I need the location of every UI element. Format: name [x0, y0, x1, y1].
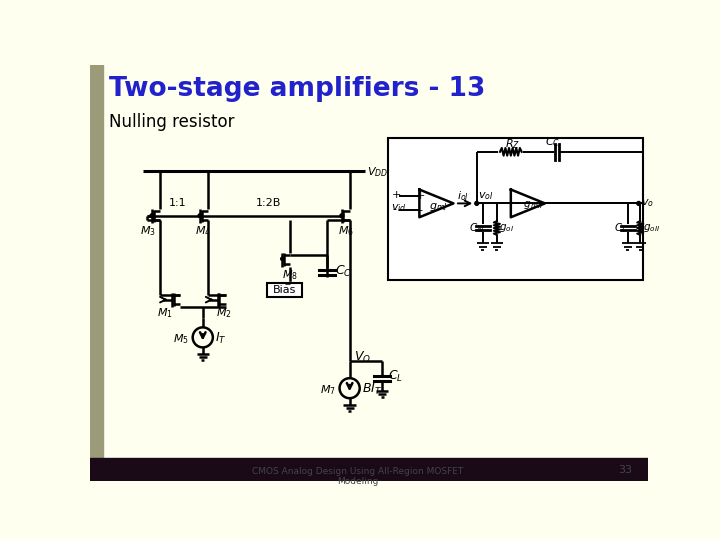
Text: $M_4$: $M_4$	[194, 224, 211, 238]
Text: +: +	[392, 190, 402, 200]
Text: $C_{oI}$: $C_{oI}$	[469, 221, 485, 235]
Text: $C_C$: $C_C$	[335, 264, 351, 279]
Text: $C_C$: $C_C$	[545, 135, 560, 148]
Text: $M_7$: $M_7$	[320, 383, 336, 397]
Bar	[388, 138, 642, 280]
Text: $M_5$: $M_5$	[174, 332, 189, 346]
Circle shape	[636, 201, 641, 205]
Text: Bias: Bias	[273, 285, 296, 295]
Text: Two-stage amplifiers - 13: Two-stage amplifiers - 13	[109, 76, 485, 103]
Text: $v_{oI}$: $v_{oI}$	[477, 190, 493, 201]
Text: $v_o$: $v_o$	[641, 197, 654, 208]
Bar	[90, 65, 103, 457]
Text: $M_1$: $M_1$	[157, 306, 173, 320]
Text: $-g_{mII}$: $-g_{mII}$	[516, 199, 544, 211]
Text: $V_O$: $V_O$	[354, 350, 372, 365]
Text: -: -	[419, 205, 423, 215]
Text: $i_{oI}$: $i_{oI}$	[456, 189, 469, 202]
Text: $M_6$: $M_6$	[338, 224, 354, 238]
Text: $v_{id}$: $v_{id}$	[392, 202, 408, 214]
Text: CMOS Analog Design Using All-Region MOSFET
Modeling: CMOS Analog Design Using All-Region MOSF…	[252, 467, 463, 486]
Bar	[266, 283, 302, 296]
Text: $C_L$: $C_L$	[614, 221, 626, 235]
Circle shape	[198, 214, 202, 218]
Circle shape	[150, 214, 154, 218]
Text: $M_3$: $M_3$	[140, 224, 156, 238]
Text: -: -	[392, 205, 396, 214]
Bar	[90, 457, 648, 481]
Text: $V_{DD}$: $V_{DD}$	[367, 165, 389, 179]
Circle shape	[340, 214, 344, 218]
Text: $g_{mI}$: $g_{mI}$	[428, 201, 447, 213]
Text: Nulling resistor: Nulling resistor	[109, 112, 234, 131]
Text: $I_T$: $I_T$	[215, 332, 227, 347]
Text: $g_{oI}$: $g_{oI}$	[499, 222, 514, 234]
Text: $M_8$: $M_8$	[282, 268, 298, 282]
Text: $M_2$: $M_2$	[216, 306, 232, 320]
Text: $g_{oII}$: $g_{oII}$	[642, 222, 660, 234]
Text: $BI_T$: $BI_T$	[362, 382, 382, 397]
Text: 1:1: 1:1	[168, 198, 186, 208]
Text: $R_Z$: $R_Z$	[505, 137, 520, 151]
Circle shape	[281, 257, 284, 260]
Text: 33: 33	[618, 465, 632, 475]
Text: 1:2B: 1:2B	[256, 198, 281, 208]
Circle shape	[474, 201, 479, 205]
Text: +: +	[416, 192, 426, 201]
Text: $C_L$: $C_L$	[388, 369, 403, 384]
